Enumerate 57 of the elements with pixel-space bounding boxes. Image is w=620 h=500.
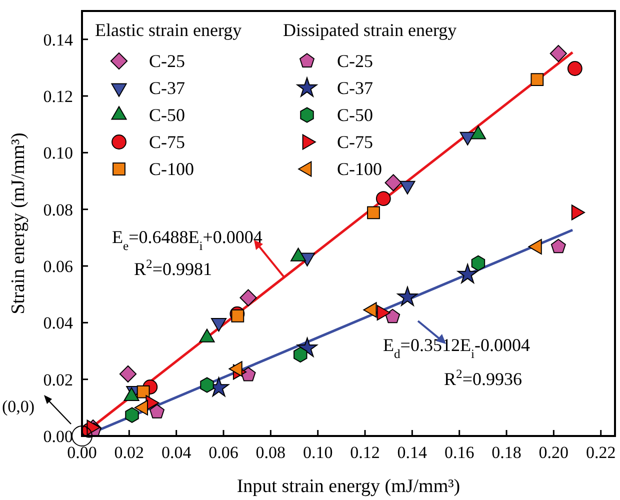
point (457, 264, 478, 284)
legend-label: C-100 (149, 159, 194, 179)
point (384, 174, 402, 192)
point (240, 289, 257, 306)
x-tick-label: 0.22 (586, 443, 616, 462)
point (150, 404, 164, 418)
legend-label: C-50 (149, 105, 185, 125)
legend-label: C-100 (337, 159, 382, 179)
y-tick-label: 0.14 (43, 30, 74, 50)
annotation: E$_{d}$=0.3512E$_{i}$-0.0004 (383, 335, 530, 361)
y-tick-label: 0.08 (43, 200, 73, 220)
annotation: R$^{2}$=0.9936 (444, 367, 522, 389)
text: (0,0) (2, 397, 35, 416)
x-tick-label: 0.10 (302, 443, 333, 462)
legend-label: C-75 (149, 132, 185, 152)
annotation: Elastic strain energy (95, 20, 242, 40)
legend-label: C-25 (337, 51, 373, 71)
x-tick-label: 0.04 (161, 443, 192, 462)
point (367, 206, 380, 220)
legend-label: C-50 (337, 105, 373, 125)
y-tick-label: 0.02 (43, 370, 73, 390)
x-tick-label: 0.16 (444, 443, 474, 462)
annotation: Dissipated strain energy (283, 20, 457, 40)
y-tick-label: 0.04 (43, 314, 74, 333)
x-tick-label: 0.14 (397, 443, 428, 462)
point (567, 61, 582, 76)
y-tick-label: 0.10 (43, 144, 73, 163)
point (376, 191, 391, 206)
point (550, 44, 567, 62)
point (125, 407, 139, 423)
point (397, 286, 418, 306)
x-tick-label: 0.02 (114, 443, 144, 462)
annotation: E$_{e}$=0.6488E$_{i}$+0.0004 (112, 227, 262, 253)
y-tick-label: 0.06 (43, 257, 73, 276)
legend-label: C-37 (149, 78, 185, 98)
point (119, 365, 137, 382)
point (231, 309, 244, 322)
legend-label: C-25 (149, 51, 185, 71)
x-tick-label: 0.12 (350, 443, 380, 462)
x-tick-label: 0.06 (208, 443, 238, 462)
x-tick-label: 0.00 (67, 443, 97, 462)
point (200, 377, 214, 393)
y-tick-label: 0.00 (43, 427, 73, 446)
point (550, 238, 566, 254)
point (136, 385, 150, 398)
x-tick-label: 0.20 (538, 443, 569, 462)
point (385, 308, 400, 324)
y-axis-title: Strain energy (mJ/mm³) (8, 132, 29, 314)
x-tick-label: 0.08 (256, 443, 286, 462)
y-tick-label: 0.12 (43, 87, 73, 106)
point (530, 73, 544, 86)
x-axis-title: Input strain energy (mJ/mm³) (236, 476, 460, 497)
x-tick-label: 0.18 (492, 443, 522, 462)
legend-label: C-75 (337, 132, 373, 152)
annotation: R$^{2}$=0.9981 (134, 257, 212, 279)
legend-label: C-37 (337, 78, 373, 98)
point (471, 255, 486, 272)
